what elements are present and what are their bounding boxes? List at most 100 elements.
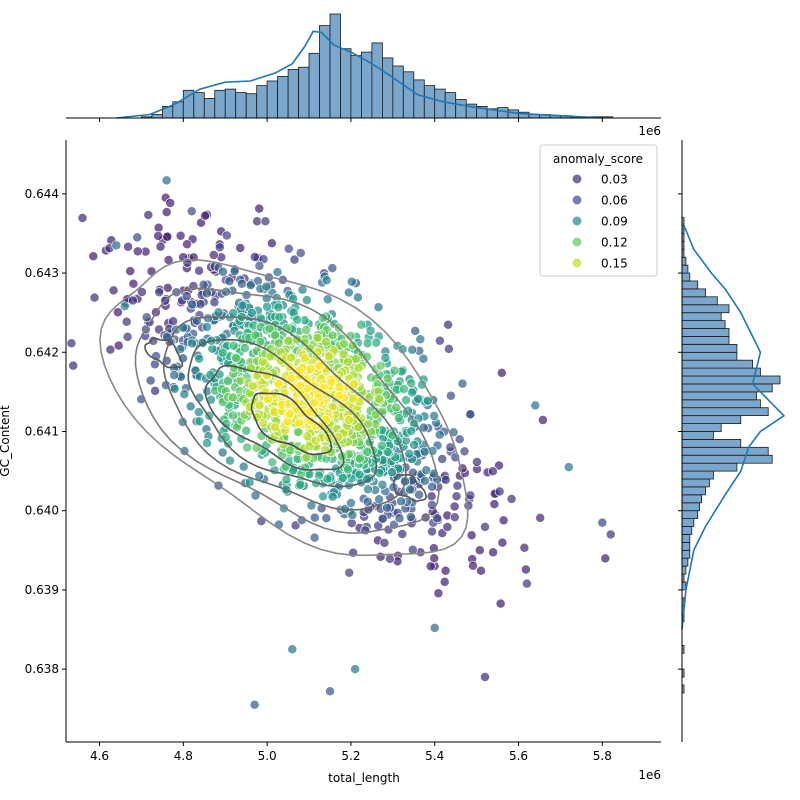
scatter-point (495, 598, 506, 609)
scatter-point (249, 252, 260, 262)
scatter-point (387, 467, 397, 478)
scatter-point (264, 323, 275, 334)
right-histogram-bar (681, 399, 761, 409)
scatter-point (149, 359, 160, 370)
right-histogram-bar (681, 280, 699, 290)
scatter-point (179, 389, 190, 400)
scatter-point (442, 522, 453, 532)
density-contour (392, 473, 427, 502)
right-histogram-bar (681, 264, 689, 274)
scatter-point (265, 351, 276, 362)
scatter-point (123, 241, 134, 252)
scatter-point (242, 442, 253, 453)
scatter-point (273, 379, 284, 390)
right-histogram-bar (681, 351, 738, 361)
scatter-point (136, 287, 147, 297)
scatter-point (349, 379, 360, 390)
right-histogram-bar (681, 343, 738, 353)
right-histogram-bar (681, 359, 753, 369)
scatter-point (445, 390, 456, 401)
right-histogram-bar (681, 502, 701, 512)
scatter-point (127, 295, 138, 306)
right-histogram-bar (681, 431, 714, 440)
scatter-point (182, 239, 192, 250)
scatter-layer (66, 175, 616, 710)
scatter-point (194, 265, 205, 276)
scatter-point (108, 285, 119, 296)
scatter-point (346, 276, 357, 287)
scatter-point (221, 230, 232, 241)
scatter-point (429, 411, 440, 421)
scatter-point (384, 553, 395, 564)
scatter-point (347, 510, 358, 521)
scatter-point (165, 198, 176, 208)
scatter-point (449, 501, 460, 512)
scatter-point (521, 578, 532, 589)
scatter-point (217, 347, 228, 358)
scatter-point (263, 394, 274, 405)
right-histogram-bar (681, 518, 695, 527)
scatter-point (312, 347, 323, 357)
scatter-point (260, 216, 271, 227)
scatter-point (343, 287, 354, 298)
scatter-point (209, 297, 220, 308)
scatter-point (322, 294, 333, 305)
axes-layer: 4.6 4.8 5.0 5.2 5.4 5.6 5.8 0.638 0.639 0.640 0.64… (25, 118, 682, 763)
scatter-point (249, 699, 260, 710)
scatter-point (202, 438, 212, 449)
top-histogram-bar (287, 69, 300, 119)
scatter-point (406, 378, 417, 389)
scatter-point (374, 494, 385, 505)
top-histogram-bar (224, 88, 237, 119)
scatter-point (77, 213, 88, 223)
scatter-point (474, 545, 485, 556)
scatter-point (494, 460, 504, 471)
right-histogram-bar (681, 534, 691, 543)
right-histogram-bar (681, 542, 691, 551)
scatter-point (169, 370, 180, 381)
scatter-point (401, 395, 411, 406)
right-histogram-bar (681, 407, 769, 417)
scatter-point (237, 300, 248, 311)
scatter-point (405, 484, 415, 495)
scatter-point (194, 416, 205, 427)
scatter-point (327, 491, 338, 502)
scatter-point (141, 312, 152, 323)
right-histogram-bar (681, 446, 769, 456)
scatter-point (346, 498, 356, 508)
scatter-point (284, 408, 295, 419)
scatter-point (295, 479, 306, 490)
right-kde-curve (681, 225, 786, 630)
right-histogram-bar (681, 367, 761, 377)
scatter-point (480, 521, 490, 532)
top-histogram-bar (402, 71, 415, 119)
scatter-point (363, 484, 373, 495)
top-histogram-bar (423, 85, 436, 119)
y-tick-label: 0.639 (25, 583, 59, 597)
scatter-point (463, 500, 474, 511)
scatter-point (506, 494, 517, 504)
scatter-point (132, 232, 143, 243)
scatter-point (228, 340, 239, 351)
scatter-point (169, 383, 180, 394)
scatter-point (105, 344, 116, 355)
scatter-point (285, 445, 296, 456)
scatter-point (418, 353, 429, 364)
scatter-point (66, 338, 77, 349)
scatter-point (154, 287, 165, 298)
scatter-point (497, 537, 508, 548)
scatter-point (563, 462, 574, 473)
scatter-point (439, 576, 450, 587)
scatter-point (273, 302, 284, 313)
scatter-point (396, 496, 406, 507)
scatter-point (421, 465, 432, 476)
top-histogram-bar (497, 107, 509, 119)
x-tick-label: 5.6 (509, 749, 528, 763)
scatter-point (454, 434, 465, 445)
scatter-point (227, 392, 238, 403)
scatter-point (266, 238, 277, 249)
scatter-point (252, 216, 263, 227)
y-tick-label: 0.640 (25, 504, 59, 518)
scatter-point (145, 375, 156, 386)
scatter-point (353, 363, 364, 374)
